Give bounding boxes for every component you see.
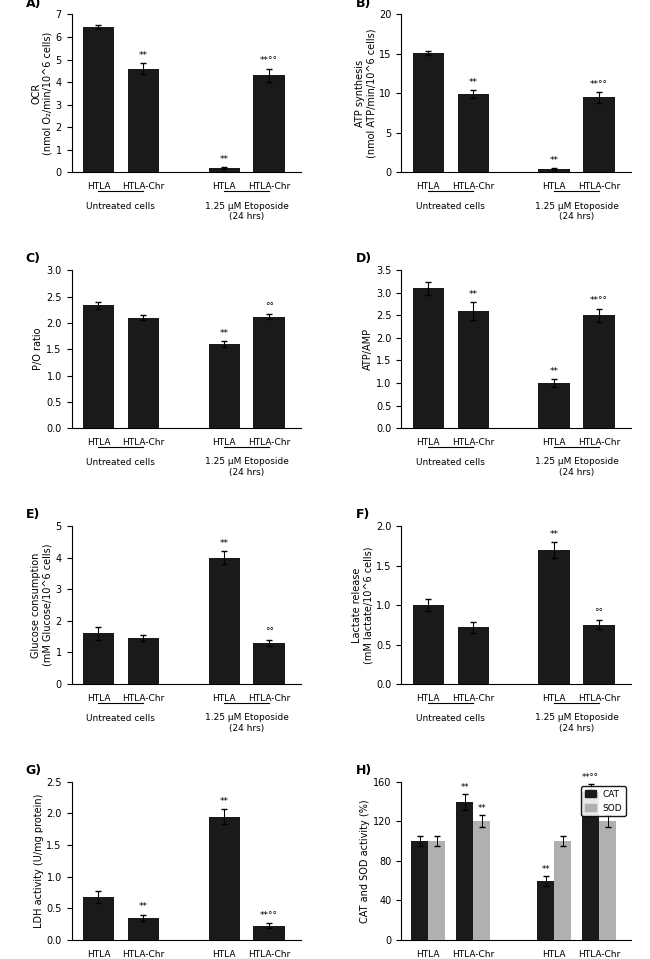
Text: Untreated cells: Untreated cells bbox=[417, 458, 486, 467]
Y-axis label: ATP synthesis
(nmol ATP/min/10^6 cells): ATP synthesis (nmol ATP/min/10^6 cells) bbox=[355, 29, 376, 158]
Bar bbox=[254, 643, 285, 684]
Text: **: ** bbox=[220, 797, 229, 806]
Text: H): H) bbox=[356, 764, 372, 777]
Y-axis label: Lactate release
(mM lactate/10^6 cells): Lactate release (mM lactate/10^6 cells) bbox=[352, 547, 374, 664]
Bar bbox=[127, 918, 159, 940]
Text: 1.25 μM Etoposide
(24 hrs): 1.25 μM Etoposide (24 hrs) bbox=[535, 713, 619, 733]
Bar bbox=[209, 344, 240, 428]
Text: 1.25 μM Etoposide
(24 hrs): 1.25 μM Etoposide (24 hrs) bbox=[535, 201, 619, 221]
Bar bbox=[456, 802, 473, 940]
Bar bbox=[127, 68, 159, 173]
Bar bbox=[583, 97, 615, 173]
Bar bbox=[413, 53, 444, 173]
Text: **: ** bbox=[478, 805, 486, 813]
Text: Untreated cells: Untreated cells bbox=[417, 714, 486, 723]
Bar bbox=[254, 926, 285, 940]
Text: °°: °° bbox=[265, 302, 274, 311]
Bar bbox=[599, 821, 616, 940]
Bar bbox=[83, 27, 114, 173]
Y-axis label: Glucose consumption
(mM Glucose/10^6 cells): Glucose consumption (mM Glucose/10^6 cel… bbox=[31, 544, 53, 667]
Text: **: ** bbox=[220, 329, 229, 338]
Text: **: ** bbox=[220, 539, 229, 549]
Text: **: ** bbox=[460, 783, 469, 792]
Bar bbox=[413, 605, 444, 684]
Text: G): G) bbox=[26, 764, 42, 777]
Text: **: ** bbox=[550, 529, 558, 539]
Bar bbox=[127, 638, 159, 684]
Bar bbox=[127, 317, 159, 428]
Text: D): D) bbox=[356, 252, 372, 266]
Text: **°°: **°° bbox=[590, 296, 608, 305]
Bar bbox=[554, 841, 571, 940]
Legend: CAT, SOD: CAT, SOD bbox=[581, 786, 626, 816]
Text: **: ** bbox=[469, 78, 478, 87]
Text: A): A) bbox=[26, 0, 41, 10]
Y-axis label: ATP/AMP: ATP/AMP bbox=[363, 328, 373, 370]
Text: B): B) bbox=[356, 0, 371, 10]
Text: **: ** bbox=[603, 805, 612, 813]
Text: **°°: **°° bbox=[590, 80, 608, 88]
Text: F): F) bbox=[356, 508, 370, 522]
Bar bbox=[83, 634, 114, 684]
Bar bbox=[209, 557, 240, 684]
Text: 1.25 μM Etoposide
(24 hrs): 1.25 μM Etoposide (24 hrs) bbox=[535, 457, 619, 477]
Bar bbox=[209, 168, 240, 173]
Bar bbox=[583, 316, 615, 428]
Text: Untreated cells: Untreated cells bbox=[417, 202, 486, 211]
Bar bbox=[538, 383, 570, 428]
Y-axis label: LDH activity (U/mg protein): LDH activity (U/mg protein) bbox=[34, 794, 44, 928]
Bar bbox=[458, 94, 489, 173]
Text: **: ** bbox=[220, 155, 229, 164]
Text: **°°: **°° bbox=[260, 911, 278, 921]
Y-axis label: P/O ratio: P/O ratio bbox=[34, 328, 44, 370]
Bar bbox=[209, 817, 240, 940]
Text: Untreated cells: Untreated cells bbox=[86, 714, 155, 723]
Bar bbox=[583, 624, 615, 684]
Text: **: ** bbox=[469, 290, 478, 298]
Text: **: ** bbox=[139, 51, 148, 59]
Bar bbox=[413, 289, 444, 428]
Text: **°°: **°° bbox=[260, 57, 278, 65]
Bar bbox=[411, 841, 428, 940]
Bar bbox=[83, 306, 114, 428]
Text: **: ** bbox=[139, 902, 148, 911]
Bar bbox=[458, 311, 489, 428]
Text: **°°: **°° bbox=[582, 773, 599, 782]
Text: **: ** bbox=[550, 367, 558, 376]
Bar bbox=[254, 76, 285, 173]
Bar bbox=[458, 627, 489, 684]
Bar bbox=[428, 841, 445, 940]
Text: 1.25 μM Etoposide
(24 hrs): 1.25 μM Etoposide (24 hrs) bbox=[205, 457, 289, 477]
Bar bbox=[582, 792, 599, 940]
Bar bbox=[83, 897, 114, 940]
Text: °°: °° bbox=[595, 608, 604, 617]
Bar bbox=[537, 880, 554, 940]
Bar bbox=[538, 169, 570, 173]
Y-axis label: OCR
(nmol O₂/min/10^6 cells): OCR (nmol O₂/min/10^6 cells) bbox=[31, 32, 53, 155]
Y-axis label: CAT and SOD activity (%): CAT and SOD activity (%) bbox=[360, 799, 370, 923]
Text: 1.25 μM Etoposide
(24 hrs): 1.25 μM Etoposide (24 hrs) bbox=[205, 201, 289, 221]
Bar bbox=[473, 821, 490, 940]
Bar bbox=[538, 550, 570, 684]
Text: E): E) bbox=[26, 508, 40, 522]
Bar bbox=[254, 316, 285, 428]
Text: **: ** bbox=[541, 865, 550, 874]
Text: **: ** bbox=[550, 155, 558, 165]
Text: 1.25 μM Etoposide
(24 hrs): 1.25 μM Etoposide (24 hrs) bbox=[205, 713, 289, 733]
Text: C): C) bbox=[26, 252, 41, 266]
Text: °°: °° bbox=[265, 627, 274, 637]
Text: Untreated cells: Untreated cells bbox=[86, 458, 155, 467]
Text: Untreated cells: Untreated cells bbox=[86, 202, 155, 211]
